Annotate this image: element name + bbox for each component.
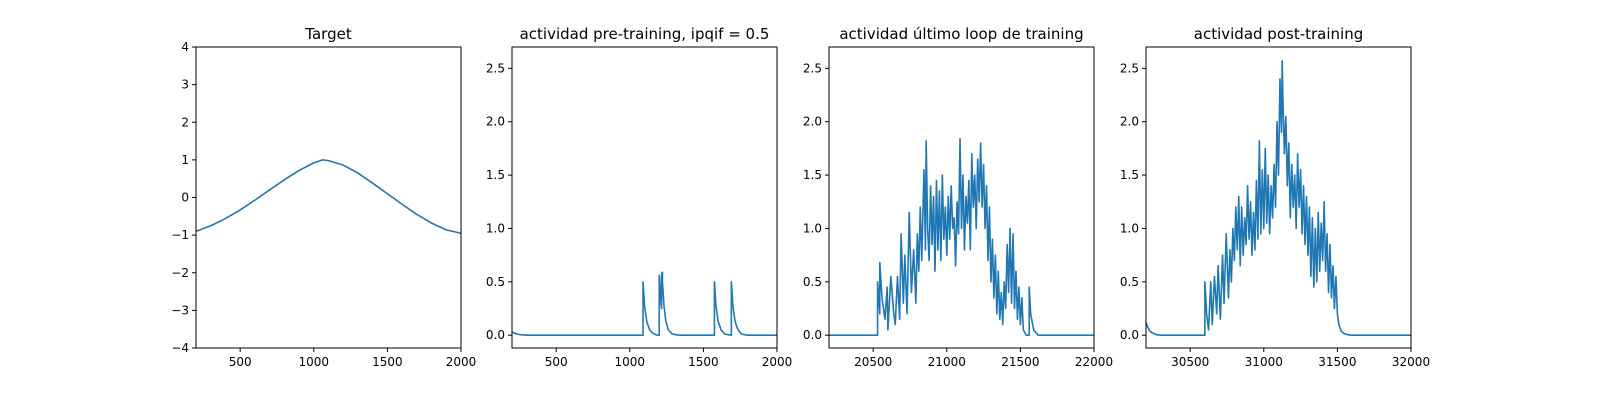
- y-tick-label: −4: [171, 341, 189, 355]
- y-tick-label: 1.5: [486, 168, 505, 182]
- axes-frame: [828, 46, 1095, 349]
- x-tick-label: 21500: [1001, 355, 1039, 369]
- x-tick-label: 20500: [854, 355, 892, 369]
- y-tick-label: −2: [171, 266, 189, 280]
- series-line-3-1: [829, 137, 1094, 336]
- x-tick-label: 1500: [688, 355, 719, 369]
- x-tick-label: 21000: [928, 355, 966, 369]
- y-tick-label: 1.0: [486, 221, 505, 235]
- x-tick-label: 30500: [1171, 355, 1209, 369]
- y-tick-label: 2: [181, 115, 189, 129]
- y-tick-label: 2.0: [486, 115, 505, 129]
- y-tick-label: 1.0: [1120, 221, 1139, 235]
- y-tick-label: 2.0: [803, 115, 822, 129]
- y-tick-label: 1.0: [803, 221, 822, 235]
- y-tick-label: 3: [181, 78, 189, 92]
- x-tick-label: 2000: [762, 355, 793, 369]
- y-tick-label: 4: [181, 40, 189, 54]
- subplot-2: actividad pre-training, ipqif = 0.5 500 10…: [486, 25, 792, 369]
- axes-frame: [1145, 46, 1412, 349]
- series-line-1-1: [195, 159, 462, 235]
- subplot-title: actividad último loop de training: [839, 25, 1083, 43]
- y-tick-label: 0.5: [486, 275, 505, 289]
- y-tick-label: 2.5: [486, 61, 505, 75]
- x-tick-label: 500: [229, 355, 252, 369]
- axes-frame: [511, 46, 778, 349]
- y-tick-label: 1.5: [803, 168, 822, 182]
- axes-frame: [195, 46, 462, 349]
- y-tick-label: 1: [181, 153, 189, 167]
- y-tick-label: 0.0: [1120, 328, 1139, 342]
- y-tick-label: 0.0: [803, 328, 822, 342]
- y-tick-label: 2.5: [1120, 61, 1139, 75]
- y-tick-label: 0: [181, 191, 189, 205]
- x-tick-label: 31500: [1318, 355, 1356, 369]
- x-tick-label: 1500: [372, 355, 403, 369]
- y-tick-label: −3: [171, 303, 189, 317]
- x-tick-label: 32000: [1392, 355, 1430, 369]
- x-tick-label: 1000: [299, 355, 330, 369]
- y-tick-label: 2.0: [1120, 115, 1139, 129]
- y-tick-label: 1.5: [1120, 168, 1139, 182]
- y-tick-label: 0.0: [486, 328, 505, 342]
- y-tick-label: 2.5: [803, 61, 822, 75]
- series-line-4-1: [1145, 60, 1411, 336]
- subplot-title: actividad pre-training, ipqif = 0.5: [520, 25, 770, 43]
- x-tick-label: 1000: [615, 355, 646, 369]
- x-tick-label: 500: [545, 355, 568, 369]
- x-tick-label: 2000: [446, 355, 477, 369]
- subplot-1: Target 500 1000 1500 2000 −4 −3 −2 −1 0 1 2 3 4: [171, 25, 476, 369]
- y-tick-label: −1: [171, 228, 189, 242]
- subplot-4: actividad post-training 30500 31000 31500 32…: [1120, 25, 1430, 369]
- x-tick-label: 31000: [1245, 355, 1283, 369]
- subplot-title: actividad post-training: [1194, 25, 1363, 43]
- series-line-2-1: [511, 271, 777, 336]
- y-tick-label: 0.5: [1120, 275, 1139, 289]
- x-tick-label: 22000: [1075, 355, 1113, 369]
- subplot-3: actividad último loop de training 20500 21…: [803, 25, 1113, 369]
- y-tick-label: 0.5: [803, 275, 822, 289]
- subplot-title: Target: [304, 25, 352, 43]
